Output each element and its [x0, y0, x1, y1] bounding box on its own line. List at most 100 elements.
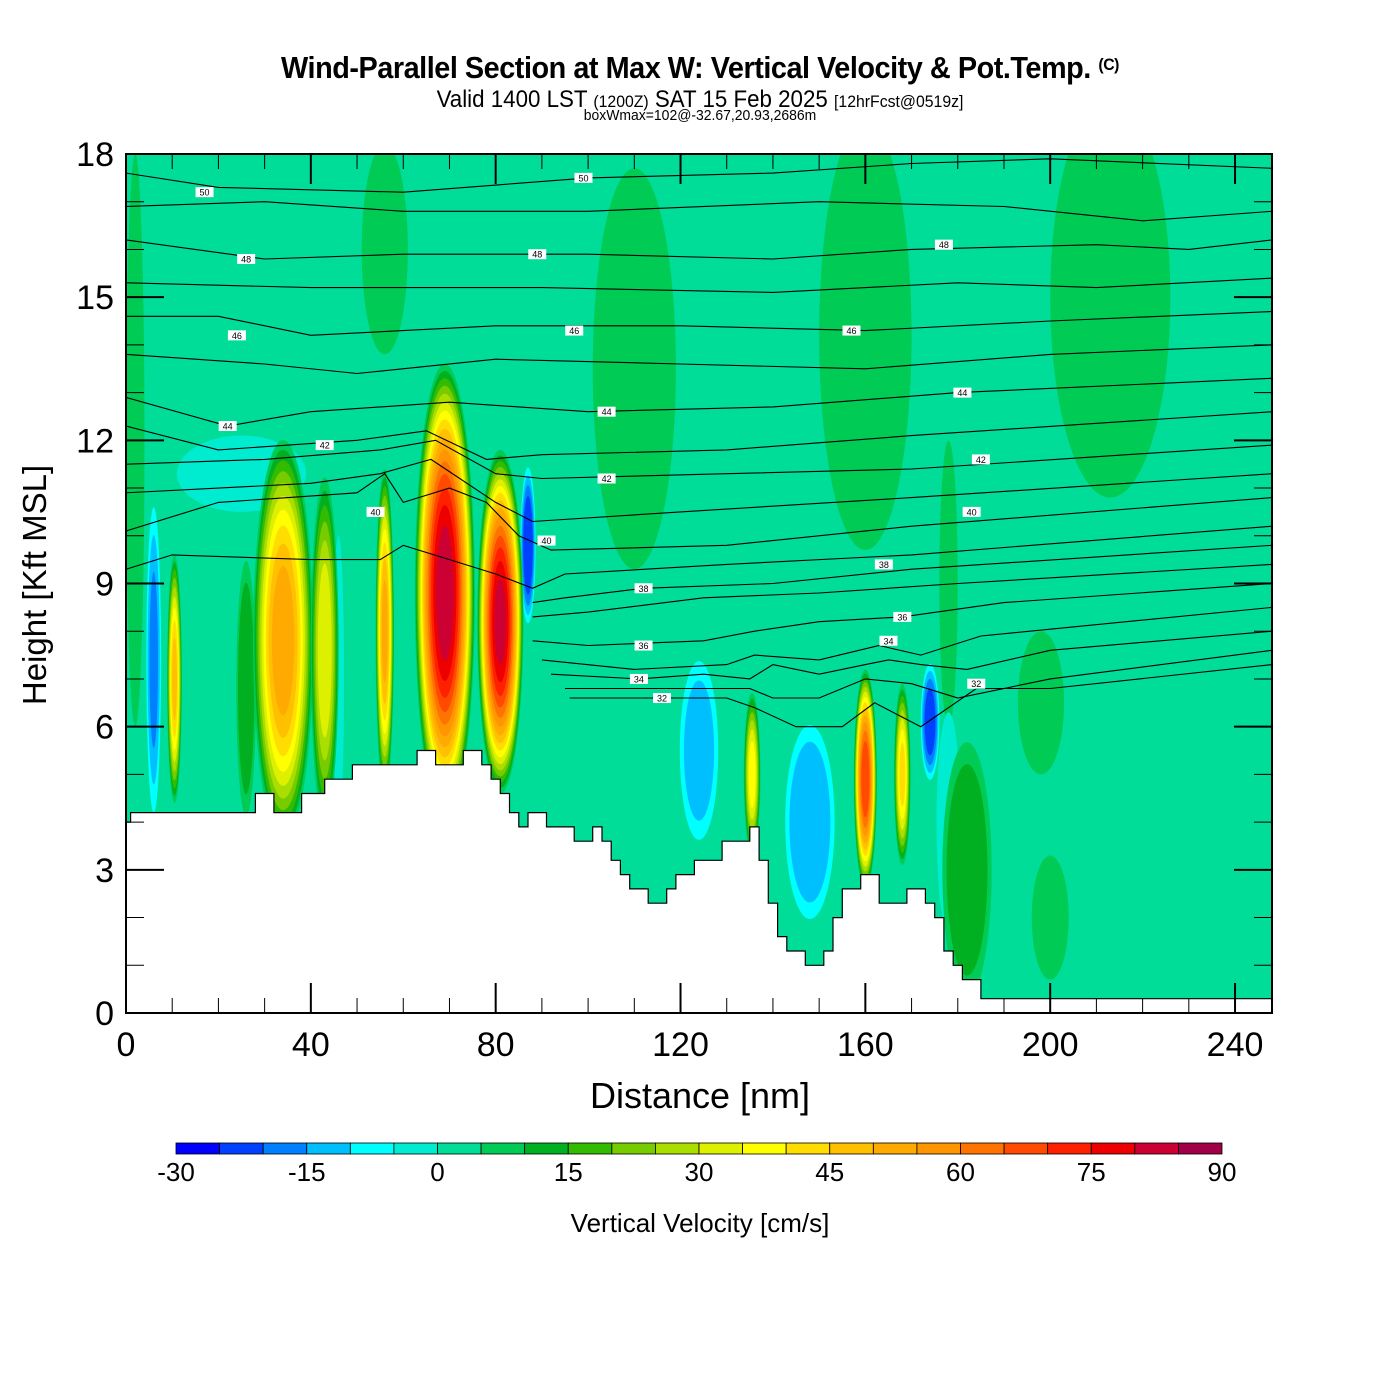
- colorbar-tick-label: 45: [815, 1157, 844, 1187]
- chart-subtitle: Valid 1400 LST (1200Z) SAT 15 Feb 2025 […: [49, 86, 1351, 114]
- isentrope-label-text: 34: [634, 674, 644, 684]
- y-tick-label: 9: [95, 566, 114, 604]
- colorbar-tick-label: -30: [157, 1157, 195, 1187]
- isentrope-47: [126, 277, 1272, 293]
- isentrope-label-text: 42: [602, 474, 612, 484]
- isentrope-label-box: [653, 693, 672, 704]
- colorbar-label: Vertical Velocity [cm/s]: [571, 1208, 830, 1238]
- isentrope-label: 48: [934, 239, 953, 250]
- updraft-band: [271, 566, 295, 716]
- isentrope-label-text: 40: [967, 507, 977, 517]
- x-tick-label: 160: [837, 1026, 894, 1064]
- isentrope-label: 38: [874, 559, 893, 570]
- isentrope-label: 40: [537, 535, 556, 546]
- isentrope-label: 44: [597, 406, 616, 417]
- isentrope-label-box: [528, 249, 547, 260]
- isentrope-label-text: 40: [371, 507, 381, 517]
- isentrope-label-box: [971, 454, 990, 465]
- colorbar-bin: [1047, 1142, 1092, 1155]
- isentrope-label-text: 38: [639, 584, 649, 594]
- isentrope-38: [532, 544, 1272, 604]
- colorbar-bin: [524, 1142, 569, 1155]
- isentrope-label-text: 34: [883, 636, 893, 646]
- colorbar-bin: [960, 1142, 1005, 1155]
- y-tick-labels: 0 3 6 9 12 15 18: [76, 136, 114, 1033]
- isentrope-44: [126, 377, 1272, 427]
- isentrope-label-box: [893, 611, 912, 622]
- isentrope-label-text: 44: [602, 407, 612, 417]
- isentrope-label-box: [953, 387, 972, 398]
- isentrope-label: 40: [366, 506, 385, 517]
- isentrope-label: 38: [634, 583, 653, 594]
- plot-frame: [125, 153, 1273, 1014]
- chart-title: Wind-Parallel Section at Max W: Vertical…: [49, 50, 1351, 86]
- y-axis-label: Height [Kft MSL]: [16, 465, 53, 705]
- downdraft: [146, 507, 162, 813]
- y-tick-label: 3: [95, 852, 114, 890]
- isentrope-label-text: 38: [879, 560, 889, 570]
- isentrope-label-text: 46: [846, 326, 856, 336]
- isentrope-label-box: [565, 325, 584, 336]
- isentrope-label: 42: [971, 454, 990, 465]
- downdraft: [920, 663, 940, 780]
- downdraft-band: [523, 496, 533, 595]
- isentrope-label-box: [537, 535, 556, 546]
- isentrope-label-text: 48: [939, 240, 949, 250]
- colorbar-tick-labels: -30 -15 0 15 30 45 60 75 90: [157, 1157, 1236, 1187]
- isentrope-label-text: 44: [957, 388, 967, 398]
- isentrope-35: [541, 606, 1272, 670]
- x-tick-label: 0: [117, 1026, 136, 1064]
- isentrope-label: 42: [597, 473, 616, 484]
- colorbar-tick-label: 60: [946, 1157, 975, 1187]
- x-tick-label: 240: [1207, 1026, 1264, 1064]
- isentrope-45: [126, 344, 1272, 375]
- downdraft: [520, 467, 536, 624]
- updraft-band: [861, 740, 870, 818]
- colorbar-tick-label: 15: [554, 1157, 583, 1187]
- isentrope-49: [126, 201, 1272, 222]
- isentrope-label-text: 50: [578, 173, 588, 183]
- y-tick-label: 0: [95, 995, 114, 1033]
- updraft-band: [748, 740, 756, 808]
- updraft: [942, 742, 992, 998]
- weak-updraft-region: [1017, 631, 1065, 775]
- valid-time-local: Valid 1400 LST: [436, 86, 588, 113]
- updraft-band: [172, 637, 177, 721]
- colorbar-bin: [655, 1142, 700, 1155]
- colorbar-bin: [785, 1142, 831, 1155]
- colorbar-bin: [393, 1142, 438, 1155]
- isentrope-label: 32: [967, 678, 986, 689]
- colorbar-tick-label: 90: [1208, 1157, 1237, 1187]
- weak-updraft-region: [592, 168, 676, 570]
- y-tick-label: 15: [76, 279, 114, 317]
- isentrope-label: 46: [227, 330, 246, 341]
- isentrope-label: 40: [962, 506, 981, 517]
- updraft: [414, 363, 475, 823]
- isentrope-label-text: 44: [223, 422, 233, 432]
- colorbar-tick-label: 75: [1077, 1157, 1106, 1187]
- valid-time-utc: (1200Z): [593, 92, 649, 111]
- downdraft-band: [683, 680, 715, 821]
- isentrope-label-box: [315, 440, 334, 451]
- downdraft-band: [149, 571, 158, 749]
- isentrope-42: [126, 439, 1272, 480]
- x-axis-label: Distance [nm]: [590, 1075, 810, 1116]
- box-wmax-info: boxWmax=102@-32.67,20.93,2686m: [583, 107, 817, 124]
- updraft-band: [946, 764, 988, 976]
- weak-updraft-region: [819, 154, 912, 551]
- x-tick-label: 120: [652, 1026, 709, 1064]
- isentrope-43: [126, 411, 1272, 460]
- isentrope-label-box: [597, 473, 616, 484]
- terrain-mask: [126, 749, 1272, 1013]
- colorbar-bin: [349, 1142, 395, 1155]
- colorbar: [175, 1142, 1223, 1155]
- updraft-band: [899, 742, 906, 807]
- downdraft: [785, 725, 835, 920]
- updraft-band: [381, 579, 388, 683]
- isentrope-label-box: [962, 506, 981, 517]
- y-tick-label: 12: [76, 422, 114, 460]
- colorbar-bin: [1090, 1142, 1136, 1155]
- isentrope-label: 34: [629, 673, 648, 684]
- colorbar-bin: [698, 1142, 743, 1155]
